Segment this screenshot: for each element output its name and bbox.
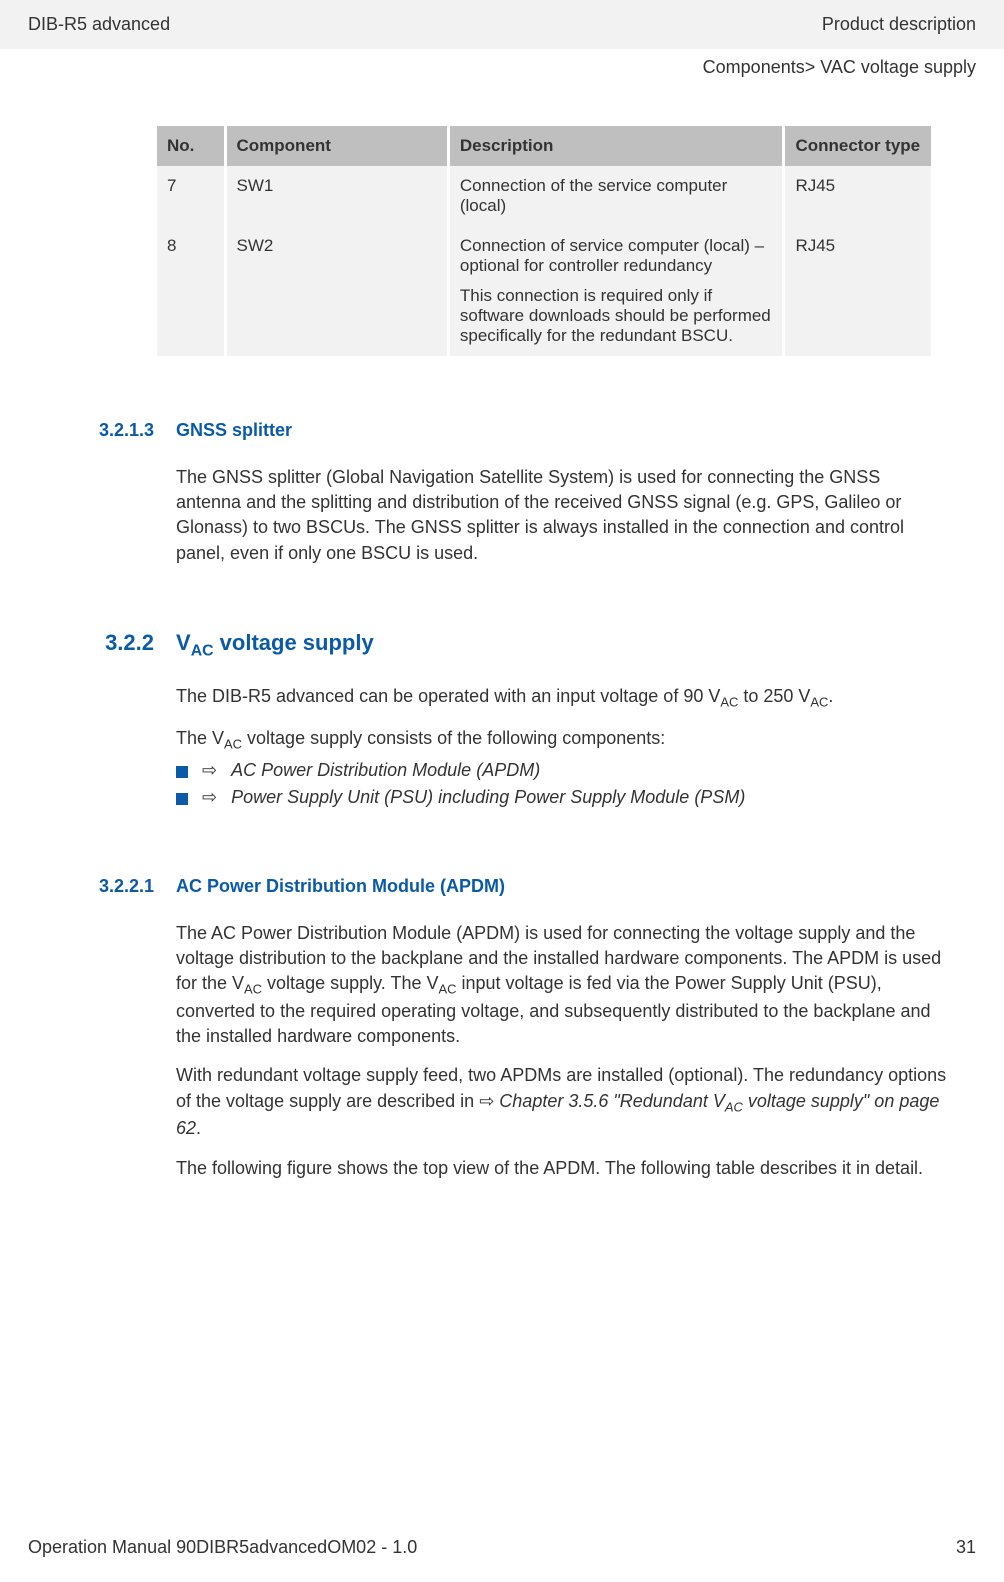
section-title: GNSS splitter — [176, 420, 948, 441]
col-connector: Connector type — [785, 126, 931, 166]
col-no: No. — [157, 126, 224, 166]
sub-ac: AC — [244, 982, 262, 997]
text-run: to 250 V — [738, 686, 810, 706]
footer-page-number: 31 — [956, 1537, 976, 1558]
title-part: voltage supply — [214, 630, 374, 655]
table-row: 7 SW1 Connection of the service computer… — [157, 166, 931, 226]
connector-table: No. Component Description Connector type… — [154, 126, 934, 356]
text-run: The DIB-R5 advanced can be operated with… — [176, 686, 720, 706]
cell-desc-p: This connection is required only if soft… — [460, 286, 773, 346]
link-icon: ⇨ — [202, 785, 217, 810]
section-title: AC Power Distribution Module (APDM) — [176, 876, 948, 897]
text-run: The V — [176, 728, 224, 748]
ref-part: Chapter 3.5.6 "Redundant V — [499, 1091, 725, 1111]
section-number: 3.2.2.1 — [64, 876, 154, 1181]
col-description: Description — [450, 126, 783, 166]
footer-doc-id: Operation Manual 90DIBR5advancedOM02 - 1… — [28, 1537, 417, 1558]
breadcrumb: Components> VAC voltage supply — [0, 49, 1004, 78]
table-header-row: No. Component Description Connector type — [157, 126, 931, 166]
cell-desc-p: Connection of service computer (local) –… — [460, 236, 773, 276]
section-number: 3.2.1.3 — [64, 420, 154, 566]
header-left: DIB-R5 advanced — [28, 14, 170, 35]
text-run: voltage supply consists of the following… — [242, 728, 665, 748]
section-p1: The DIB-R5 advanced can be operated with… — [176, 684, 948, 712]
cell-no: 7 — [157, 166, 224, 226]
cell-description: Connection of service computer (local) –… — [450, 226, 783, 356]
cell-description: Connection of the service computer (loca… — [450, 166, 783, 226]
text-run: . — [196, 1118, 201, 1138]
section-p1: The AC Power Distribution Module (APDM) … — [176, 921, 948, 1049]
col-component: Component — [227, 126, 447, 166]
bullet-text: Power Supply Unit (PSU) including Power … — [231, 785, 745, 810]
sub-ac: AC — [720, 695, 738, 710]
bullet-list: ⇨ AC Power Distribution Module (APDM) ⇨ … — [176, 758, 948, 810]
bullet-text: AC Power Distribution Module (APDM) — [231, 758, 540, 783]
section-apdm: 3.2.2.1 AC Power Distribution Module (AP… — [64, 876, 948, 1181]
section-p2: The VAC voltage supply consists of the f… — [176, 726, 948, 754]
page-header: DIB-R5 advanced Product description — [0, 0, 1004, 49]
sub-ac: AC — [725, 1099, 743, 1114]
square-bullet-icon — [176, 793, 188, 805]
page-footer: Operation Manual 90DIBR5advancedOM02 - 1… — [28, 1537, 976, 1558]
title-part: V — [176, 630, 191, 655]
cell-component: SW2 — [227, 226, 447, 356]
section-title: VAC voltage supply — [176, 630, 948, 660]
section-p3: The following figure shows the top view … — [176, 1156, 948, 1181]
title-sub: AC — [191, 642, 214, 659]
link-icon: ⇨ — [202, 758, 217, 783]
section-body: The GNSS splitter (Global Navigation Sat… — [176, 465, 948, 566]
sub-ac: AC — [810, 695, 828, 710]
table-row: 8 SW2 Connection of service computer (lo… — [157, 226, 931, 356]
text-run: voltage supply. The V — [262, 973, 438, 993]
text-run: . — [828, 686, 833, 706]
section-gnss-splitter: 3.2.1.3 GNSS splitter The GNSS splitter … — [64, 420, 948, 566]
cell-connector: RJ45 — [785, 226, 931, 356]
cell-desc-p: Connection of the service computer (loca… — [460, 176, 773, 216]
cell-component: SW1 — [227, 166, 447, 226]
sub-ac: AC — [224, 736, 242, 751]
list-item: ⇨ AC Power Distribution Module (APDM) — [176, 758, 948, 783]
list-item: ⇨ Power Supply Unit (PSU) including Powe… — [176, 785, 948, 810]
square-bullet-icon — [176, 766, 188, 778]
section-p2: With redundant voltage supply feed, two … — [176, 1063, 948, 1141]
cell-no: 8 — [157, 226, 224, 356]
sub-ac: AC — [439, 982, 457, 997]
section-vac-voltage-supply: 3.2.2 VAC voltage supply The DIB-R5 adva… — [64, 630, 948, 812]
section-number: 3.2.2 — [64, 630, 154, 812]
cell-connector: RJ45 — [785, 166, 931, 226]
link-icon: ⇨ — [479, 1091, 494, 1111]
header-right: Product description — [822, 14, 976, 35]
